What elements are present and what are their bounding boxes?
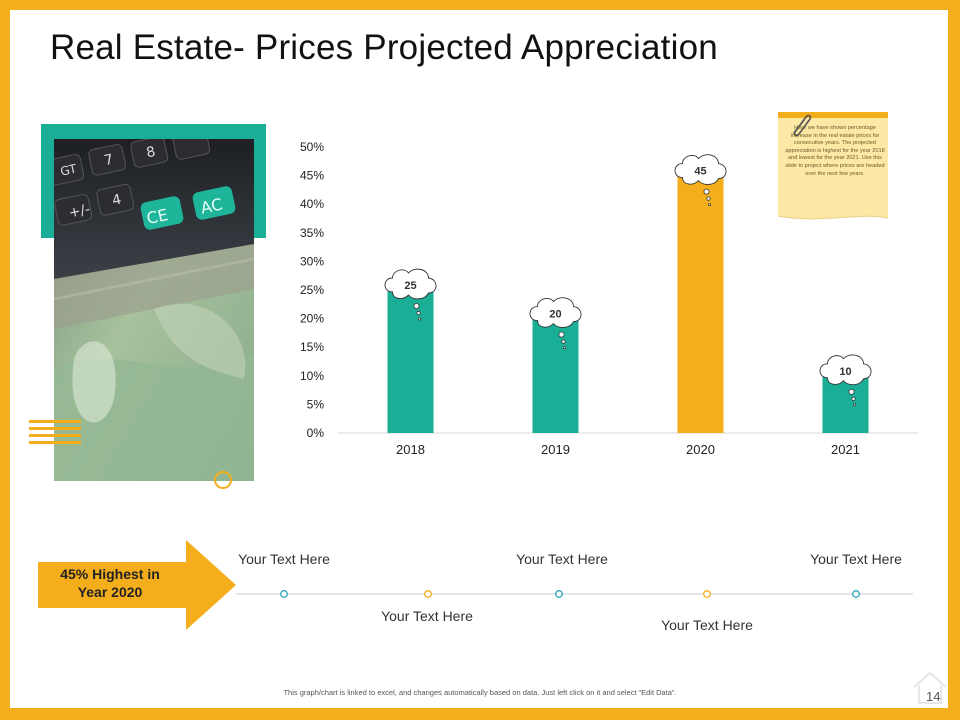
svg-text:7: 7 <box>103 152 115 170</box>
timeline-text-5: Your Text Here <box>810 551 902 567</box>
timeline-dot-1 <box>280 590 288 598</box>
data-label-bubble <box>819 354 872 407</box>
svg-text:8: 8 <box>145 144 157 162</box>
timeline <box>236 590 913 598</box>
y-tick-label: 20% <box>300 312 324 326</box>
y-tick-label: 5% <box>307 397 325 411</box>
svg-text:GT: GT <box>59 161 78 178</box>
y-tick-label: 15% <box>300 340 324 354</box>
y-tick-label: 45% <box>300 169 324 183</box>
data-label-bubble <box>674 154 727 207</box>
timeline-text-4: Your Text Here <box>661 617 753 633</box>
data-label: 45 <box>694 166 706 178</box>
bar-2021 <box>822 375 869 433</box>
y-tick-label: 0% <box>307 426 325 440</box>
svg-text:4: 4 <box>111 192 123 210</box>
timeline-text-1: Your Text Here <box>238 551 330 567</box>
sticky-note <box>778 112 888 220</box>
timeline-dot-4 <box>703 590 711 598</box>
svg-text:AC: AC <box>199 195 224 218</box>
decorative-stripes <box>29 420 81 444</box>
calculator-money-photo: CE AC GT 7 8 +/- 4 <box>54 139 254 481</box>
footer-note: This graph/chart is linked to excel, and… <box>283 688 677 697</box>
timeline-dot-5 <box>852 590 860 598</box>
home-icon <box>913 671 947 704</box>
x-tick-label: 2018 <box>396 442 425 455</box>
bar-chart: 0%5%10%15%20%25%30%35%40%45%50%201825201… <box>300 140 918 455</box>
data-label: 20 <box>549 309 561 321</box>
y-tick-label: 40% <box>300 197 324 211</box>
bar-2018 <box>387 290 434 433</box>
x-tick-label: 2021 <box>831 442 860 455</box>
y-tick-label: 10% <box>300 369 324 383</box>
note-text: Here we have shown percentage increase i… <box>785 125 885 177</box>
bar-2020 <box>677 175 724 433</box>
highlight-label: 45% Highest in Year 2020 <box>44 565 176 601</box>
x-tick-label: 2019 <box>541 442 570 455</box>
highlight-line-2: Year 2020 <box>77 584 143 600</box>
svg-text:CE: CE <box>145 205 170 228</box>
timeline-dot-3 <box>555 590 563 598</box>
svg-text:+/-: +/- <box>67 201 91 221</box>
slide-title: Real Estate- Prices Projected Appreciati… <box>50 28 718 67</box>
x-tick-label: 2020 <box>686 442 715 455</box>
bar-2019 <box>532 318 579 433</box>
data-label: 10 <box>839 366 851 378</box>
y-tick-label: 30% <box>300 254 324 268</box>
y-tick-label: 50% <box>300 140 324 154</box>
timeline-text-3: Your Text Here <box>516 551 608 567</box>
page-number: 14 <box>926 689 941 704</box>
y-tick-label: 35% <box>300 226 324 240</box>
y-tick-label: 25% <box>300 283 324 297</box>
timeline-dot-2 <box>424 590 432 598</box>
paperclip-icon <box>793 114 812 137</box>
highlight-line-1: 45% Highest in <box>60 566 160 582</box>
data-label: 25 <box>404 280 416 292</box>
highlight-arrow <box>38 540 236 630</box>
timeline-text-2: Your Text Here <box>381 608 473 624</box>
decorative-ring <box>214 471 232 489</box>
data-label-bubble <box>384 268 437 321</box>
data-label-bubble <box>529 297 582 350</box>
